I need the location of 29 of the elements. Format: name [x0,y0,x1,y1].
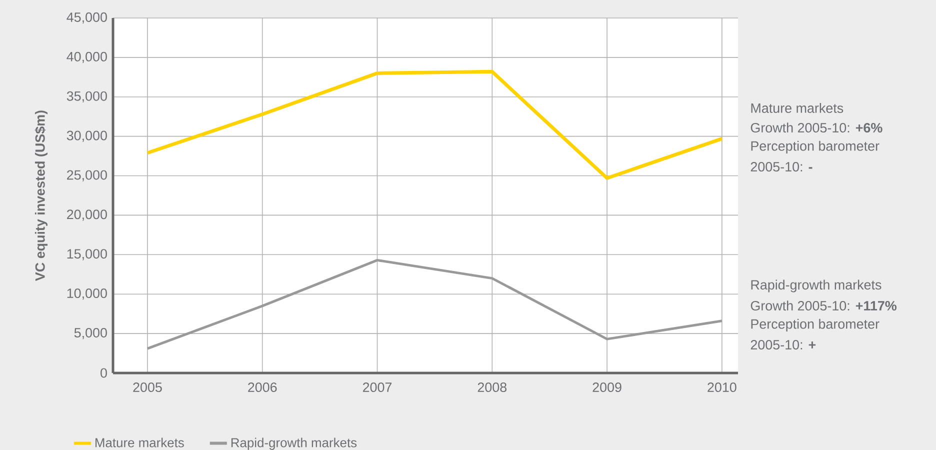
text: Perception barometer [751,140,880,154]
x-tick-label: 2009 [592,382,622,392]
text: 2005-10: - [750,162,812,172]
text: Mature markets [751,103,844,113]
text: Rapid-growth markets [751,280,882,292]
y-tick-label: 30,000 [66,130,107,142]
x-tick-label: 2010 [708,382,736,392]
y-tick-label: 25,000 [67,170,107,182]
legend-label: Rapid-growth markets [231,438,357,450]
text: 2005-10: + [750,340,816,350]
y-tick-label: 45,000 [66,12,107,24]
x-tick-label: 2007 [362,382,392,392]
y-tick-label: 5,000 [74,328,107,340]
y-tick-label: 35,000 [66,91,107,102]
line-series [146,70,724,180]
legend-label: Mature markets [96,438,184,448]
line-series [146,258,724,350]
y-axis-title: VC equity invested (US$m) [34,110,48,281]
y-tick-label: 20,000 [67,210,107,221]
x-tick-label: 2006 [248,382,277,392]
y-tick-label: 15,000 [67,249,107,260]
x-tick-label: 2008 [478,382,507,392]
y-tick-label: 40,000 [66,52,107,63]
x-tick-label: 2005 [133,382,162,392]
text: Growth 2005-10: +117% [750,300,897,311]
text: Growth 2005-10: +6% [750,122,882,133]
y-tick-label: 0 [100,368,107,378]
text: Perception barometer [751,318,880,332]
y-tick-label: 10,000 [67,288,107,300]
